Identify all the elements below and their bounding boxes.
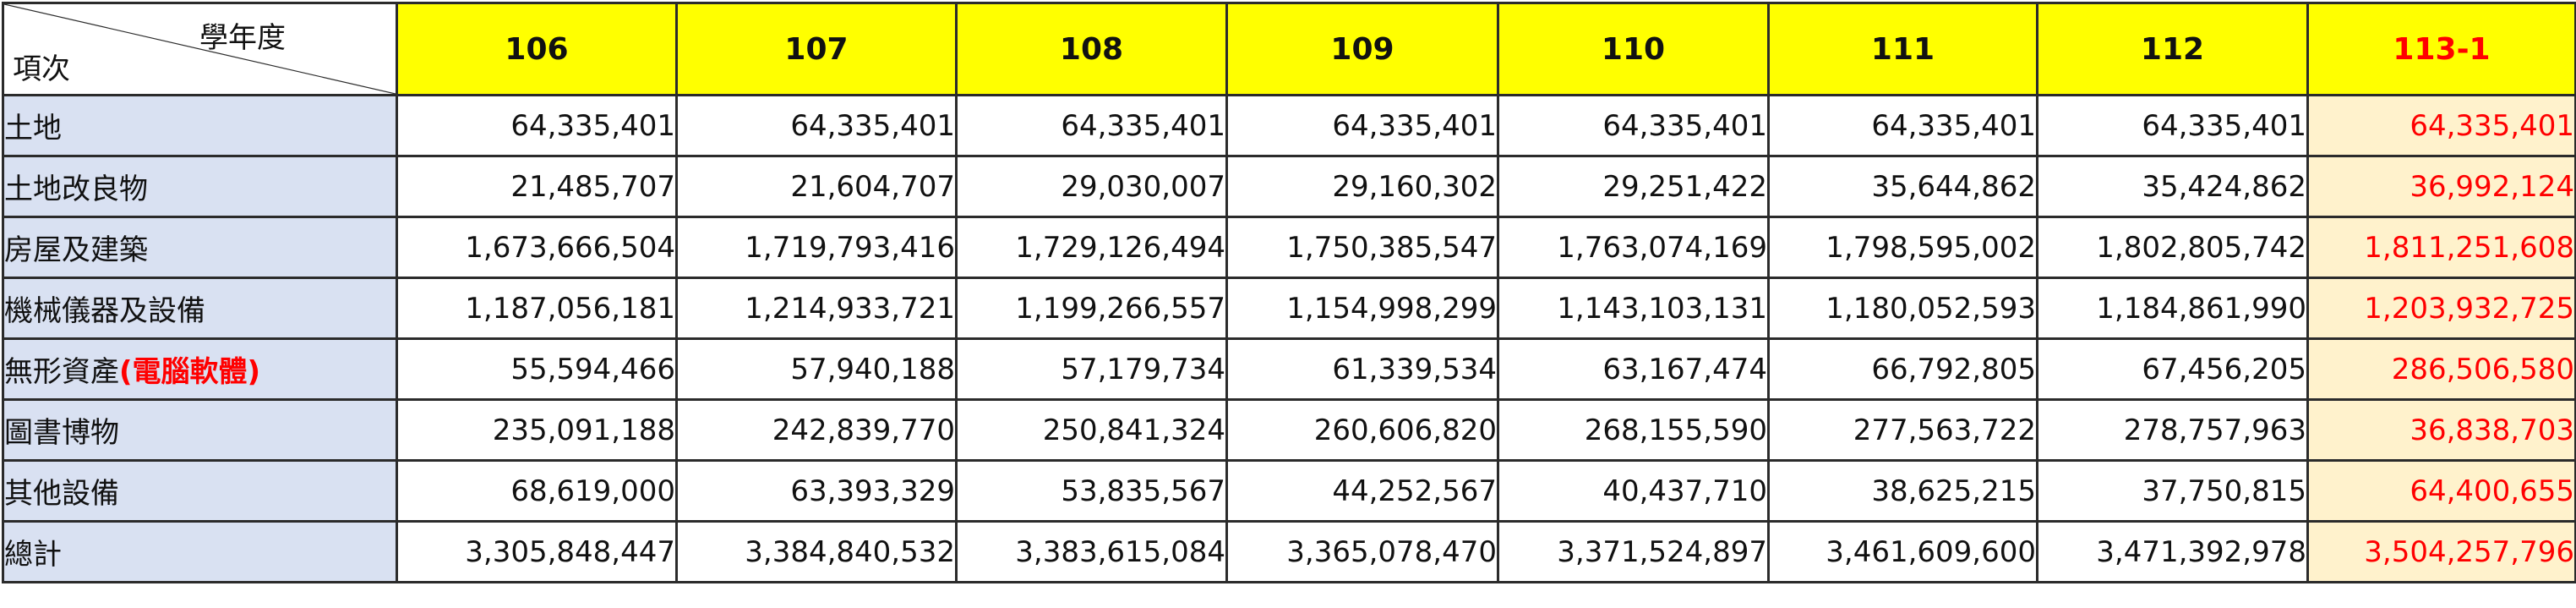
corner-item-label: 項次 [13,52,70,86]
year-header-106: 106 [396,2,678,96]
year-header-112: 112 [2036,2,2309,96]
row-label: 機械儀器及設備 [2,277,398,340]
table-cell: 66,792,805 [1767,337,2038,401]
table-cell: 68,619,000 [396,459,678,523]
table-cell: 278,757,963 [2036,398,2309,462]
corner-header-cell: 學年度 項次 [2,2,398,96]
table-cell: 38,625,215 [1767,459,2038,523]
table-cell: 1,187,056,181 [396,277,678,340]
year-header-109: 109 [1225,2,1499,96]
table-cell: 1,719,793,416 [675,216,958,279]
table-cell: 44,252,567 [1225,459,1499,523]
table-cell-highlight: 64,335,401 [2306,94,2576,157]
table-row-land: 土地 64,335,401 64,335,401 64,335,401 64,3… [2,94,2576,157]
table-cell: 64,335,401 [1225,94,1499,157]
table-cell: 57,940,188 [675,337,958,401]
table-row-other-equipment: 其他設備 68,619,000 63,393,329 53,835,567 44… [2,459,2576,523]
table-cell: 63,393,329 [675,459,958,523]
table-cell: 1,214,933,721 [675,277,958,340]
year-header-111: 111 [1767,2,2038,96]
header-row: 學年度 項次 106 107 108 109 110 111 112 113-1 [2,2,2576,96]
table-cell: 277,563,722 [1767,398,2038,462]
table-cell: 64,335,401 [1497,94,1770,157]
table-row-intangible-assets: 無形資產(電腦軟體) 55,594,466 57,940,188 57,179,… [2,337,2576,401]
table-cell-highlight: 36,992,124 [2306,155,2576,218]
row-label: 土地 [2,94,398,157]
table-cell: 55,594,466 [396,337,678,401]
table-cell: 21,485,707 [396,155,678,218]
table-cell: 64,335,401 [675,94,958,157]
table-cell: 64,335,401 [1767,94,2038,157]
table-row-land-improvements: 土地改良物 21,485,707 21,604,707 29,030,007 2… [2,155,2576,218]
table-cell: 1,143,103,131 [1497,277,1770,340]
table-cell: 3,461,609,600 [1767,520,2038,583]
table-cell: 57,179,734 [955,337,1228,401]
row-label: 總計 [2,520,398,583]
table-row-total: 總計 3,305,848,447 3,384,840,532 3,383,615… [2,520,2576,583]
asset-table-container: 學年度 項次 106 107 108 109 110 111 112 113-1… [2,2,2576,583]
table-cell: 64,335,401 [955,94,1228,157]
table-cell: 61,339,534 [1225,337,1499,401]
table-cell: 1,154,998,299 [1225,277,1499,340]
table-cell-highlight: 286,506,580 [2306,337,2576,401]
table-cell: 1,199,266,557 [955,277,1228,340]
table-cell: 40,437,710 [1497,459,1770,523]
table-cell-highlight: 1,203,932,725 [2306,277,2576,340]
row-label: 圖書博物 [2,398,398,462]
table-cell: 3,383,615,084 [955,520,1228,583]
table-cell-highlight: 1,811,251,608 [2306,216,2576,279]
table-cell: 1,802,805,742 [2036,216,2309,279]
table-cell: 64,335,401 [396,94,678,157]
table-cell: 235,091,188 [396,398,678,462]
year-header-107: 107 [675,2,958,96]
table-cell: 63,167,474 [1497,337,1770,401]
table-cell: 21,604,707 [675,155,958,218]
row-label-software-note: (電腦軟體) [119,355,261,389]
table-cell: 53,835,567 [955,459,1228,523]
table-cell: 3,384,840,532 [675,520,958,583]
diagonal-divider [4,4,396,94]
table-cell: 3,305,848,447 [396,520,678,583]
table-cell: 1,180,052,593 [1767,277,2038,340]
table-cell: 29,251,422 [1497,155,1770,218]
table-cell: 29,030,007 [955,155,1228,218]
table-cell-highlight: 36,838,703 [2306,398,2576,462]
row-label: 無形資產(電腦軟體) [2,337,398,401]
table-cell: 3,365,078,470 [1225,520,1499,583]
table-cell: 260,606,820 [1225,398,1499,462]
table-cell: 1,763,074,169 [1497,216,1770,279]
year-header-110: 110 [1497,2,1770,96]
table-cell: 3,371,524,897 [1497,520,1770,583]
table-cell-highlight: 3,504,257,796 [2306,520,2576,583]
table-cell: 242,839,770 [675,398,958,462]
row-label: 其他設備 [2,459,398,523]
table-row-library-museum: 圖書博物 235,091,188 242,839,770 250,841,324… [2,398,2576,462]
row-label: 土地改良物 [2,155,398,218]
table-cell: 268,155,590 [1497,398,1770,462]
asset-table: 學年度 項次 106 107 108 109 110 111 112 113-1… [2,2,2576,583]
table-cell: 1,673,666,504 [396,216,678,279]
table-cell: 250,841,324 [955,398,1228,462]
table-cell: 1,798,595,002 [1767,216,2038,279]
row-label: 房屋及建築 [2,216,398,279]
table-cell: 64,335,401 [2036,94,2309,157]
table-cell: 67,456,205 [2036,337,2309,401]
table-cell: 35,424,862 [2036,155,2309,218]
table-cell-highlight: 64,400,655 [2306,459,2576,523]
row-label-main: 無形資產 [4,355,120,389]
table-cell: 1,184,861,990 [2036,277,2309,340]
table-cell: 3,471,392,978 [2036,520,2309,583]
corner-year-label: 學年度 [199,21,286,55]
table-cell: 37,750,815 [2036,459,2309,523]
table-cell: 35,644,862 [1767,155,2038,218]
table-cell: 1,729,126,494 [955,216,1228,279]
year-header-113-1: 113-1 [2306,2,2576,96]
year-header-108: 108 [955,2,1228,96]
table-cell: 29,160,302 [1225,155,1499,218]
table-row-buildings: 房屋及建築 1,673,666,504 1,719,793,416 1,729,… [2,216,2576,279]
table-cell: 1,750,385,547 [1225,216,1499,279]
table-row-machinery: 機械儀器及設備 1,187,056,181 1,214,933,721 1,19… [2,277,2576,340]
